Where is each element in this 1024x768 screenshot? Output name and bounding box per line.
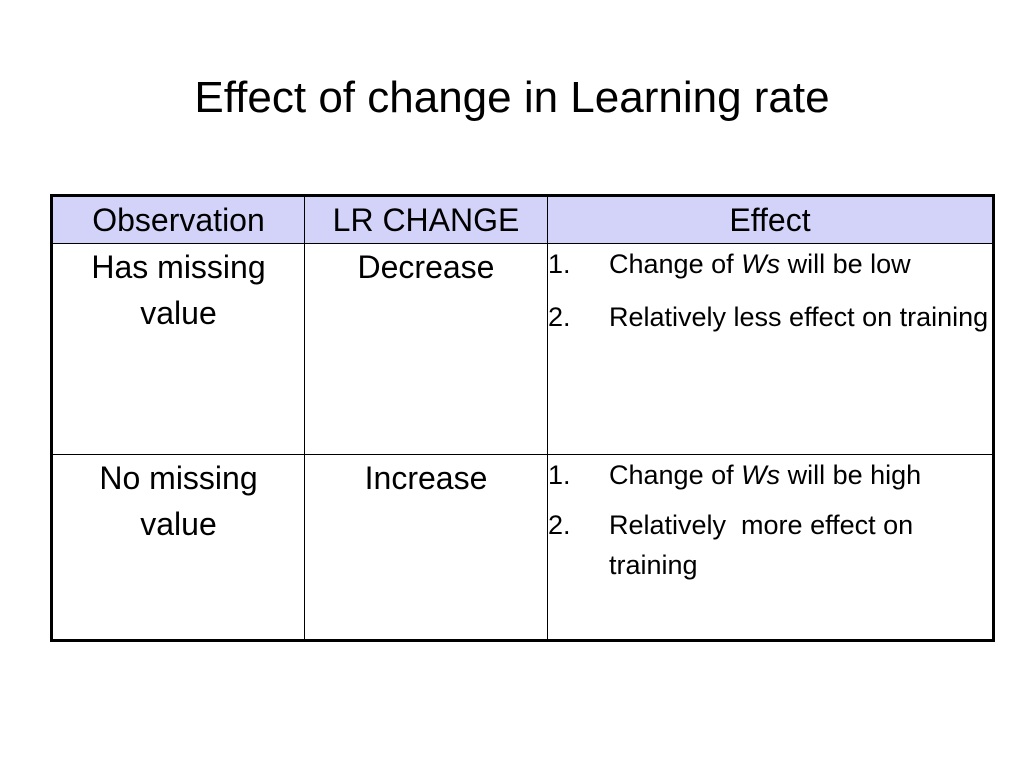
effect-item: 2. Relatively less effect on training — [548, 294, 992, 340]
effect-item-number: 2. — [548, 510, 571, 540]
effect-item-number: 1. — [548, 460, 571, 490]
effect-list: 1. Change of Ws will be low 2. Relativel… — [548, 244, 992, 340]
observation-cell: Has missing value — [51, 243, 305, 455]
effect-item-number: 1. — [548, 249, 571, 279]
effect-item-number: 2. — [548, 302, 571, 332]
effect-item-text: Relatively less effect on training — [609, 302, 989, 332]
observation-text: No missing value — [99, 460, 258, 542]
effect-item: 2. Relatively more effect on training — [548, 505, 992, 585]
header-row: Observation LR CHANGE Effect — [51, 195, 994, 244]
effect-item-text: Change of Ws will be low — [609, 244, 992, 284]
effect-table: Observation LR CHANGE Effect Has missing… — [50, 194, 995, 642]
effect-item-text: Change of Ws will be high — [609, 455, 992, 495]
effect-item: 1. Change of Ws will be high — [548, 455, 992, 495]
observation-cell: No missing value — [51, 454, 305, 641]
observation-text: Has missing value — [91, 249, 266, 331]
effect-item-text: Relatively more effect on training — [609, 510, 921, 580]
effect-suffix: will be low — [780, 249, 911, 279]
effect-italic-term: Ws — [741, 460, 781, 490]
table-row: Has missing value Decrease 1. Change of … — [51, 243, 994, 455]
slide-title: Effect of change in Learning rate — [194, 73, 830, 122]
header-effect: Effect — [547, 195, 994, 244]
effect-prefix: Change of — [609, 249, 742, 279]
effect-prefix: Change of — [609, 460, 742, 490]
effect-suffix: will be high — [780, 460, 922, 490]
lr-change-cell: Decrease — [304, 243, 548, 455]
header-lr-change: LR CHANGE — [304, 195, 548, 244]
effect-item: 1. Change of Ws will be low — [548, 244, 992, 284]
header-lr-change-text: LR CHANGE — [332, 202, 520, 238]
effect-italic-term: Ws — [741, 249, 781, 279]
lr-change-cell: Increase — [304, 454, 548, 641]
effect-list: 1. Change of Ws will be high 2. Relative… — [548, 455, 992, 585]
effect-cell: 1. Change of Ws will be low 2. Relativel… — [547, 243, 994, 455]
table-row: No missing value Increase 1. Change of W… — [51, 454, 994, 641]
header-observation: Observation — [51, 195, 305, 244]
effect-cell: 1. Change of Ws will be high 2. Relative… — [547, 454, 994, 641]
